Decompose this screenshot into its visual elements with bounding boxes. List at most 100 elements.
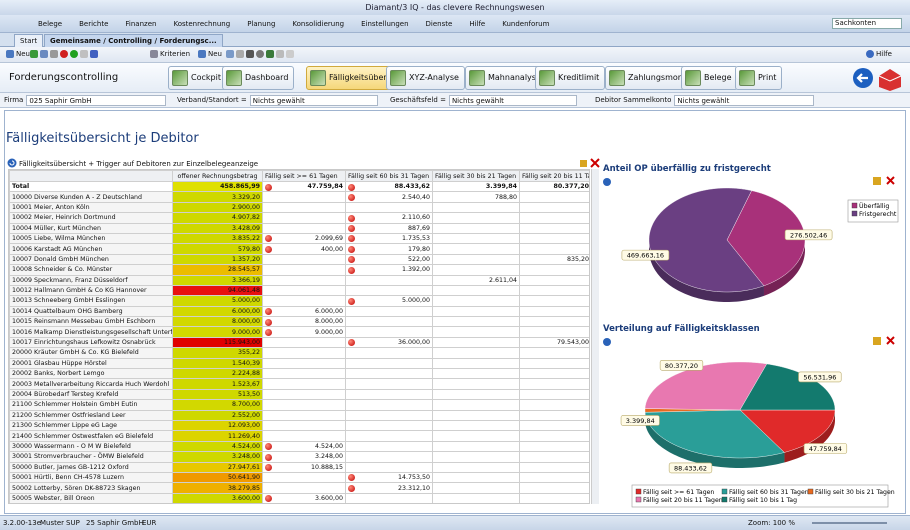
- menu-item[interactable]: Kostenrechnung: [173, 20, 231, 28]
- debtor-name[interactable]: 20001 Glasbau Hüppe Hörstel: [9, 357, 173, 370]
- chart-icon[interactable]: [873, 177, 881, 185]
- new2-button[interactable]: Neu: [198, 50, 222, 58]
- debtor-name[interactable]: 20000 Kräuter GmbH & Co. KG Bielefeld: [9, 347, 173, 359]
- filter-value[interactable]: Nichts gewählt: [674, 95, 815, 106]
- debtor-name[interactable]: 10002 Meier, Heinrich Dortmund: [9, 212, 173, 224]
- debtor-name[interactable]: 10008 Schneider & Co. Münster: [9, 264, 173, 276]
- table-row[interactable]: 50000 Butler, James GB-1212 Oxford 27.947…: [9, 461, 589, 473]
- debtor-name[interactable]: Total: [9, 180, 173, 193]
- chart-close[interactable]: [886, 336, 895, 345]
- debtor-name[interactable]: 10013 Schneeberg GmbH Esslingen: [9, 295, 173, 307]
- nav-button[interactable]: XYZ-Analyse: [386, 66, 465, 90]
- debtor-name[interactable]: 10004 Müller, Kurt München: [9, 222, 173, 234]
- chart-refresh[interactable]: [603, 338, 611, 346]
- filter-value[interactable]: Nichts gewählt: [249, 95, 378, 106]
- debtor-name[interactable]: 20002 Banks, Norbert Lemgo: [9, 368, 173, 380]
- filter-value[interactable]: 025 Saphir GmbH: [26, 95, 167, 106]
- table-row[interactable]: 30000 Wassermann - O M W Bielefeld 4.524,…: [9, 440, 589, 453]
- debtor-name[interactable]: 10017 Einrichtungshaus Lefkowitz Osnabrü…: [9, 336, 173, 349]
- menu-item[interactable]: Einstellungen: [361, 20, 409, 28]
- refresh-icon[interactable]: [7, 158, 18, 169]
- debtor-name[interactable]: 50001 Hürtli, Benn CH-4578 Luzern: [9, 471, 173, 484]
- menu-item[interactable]: Hilfe: [469, 20, 486, 28]
- debtor-name[interactable]: 30000 Wassermann - O M W Bielefeld: [9, 440, 173, 453]
- table-row[interactable]: 21400 Schlemmer Ostwestfalen eG Bielefel…: [9, 430, 589, 442]
- nav-button[interactable]: Cockpit: [168, 66, 227, 90]
- nav-button[interactable]: Print: [735, 66, 783, 90]
- table-row[interactable]: 10013 Schneeberg GmbH Esslingen 5.000,00 5…: [9, 295, 589, 307]
- table-row[interactable]: 10017 Einrichtungshaus Lefkowitz Osnabrü…: [9, 336, 589, 349]
- debtor-name[interactable]: 10007 Donald GmbH München: [9, 253, 173, 266]
- table-row[interactable]: 21200 Schlemmer Ostfriesland Leer 2.552,0…: [9, 409, 589, 422]
- help-button[interactable]: Hilfe: [866, 50, 892, 58]
- table-row[interactable]: 10016 Malkamp Dienstleistungsgesellschaf…: [9, 326, 589, 338]
- home-icon[interactable]: [879, 69, 901, 91]
- criteria-button[interactable]: Kriterien: [150, 50, 190, 58]
- menu-item[interactable]: Berichte: [79, 20, 109, 28]
- debtor-name[interactable]: 21300 Schlemmer Lippe eG Lage: [9, 419, 173, 432]
- chart-refresh[interactable]: [603, 178, 611, 186]
- chart-close[interactable]: [886, 176, 895, 185]
- table-row[interactable]: 10000 Diverse Kunden A - Z Deutschland 3.…: [9, 191, 589, 203]
- nav-button[interactable]: Mahnanalyse: [465, 66, 547, 90]
- scrollbar[interactable]: [591, 169, 599, 504]
- table-row[interactable]: 50001 Hürtli, Benn CH-4578 Luzern 50.641,…: [9, 471, 589, 484]
- table-row[interactable]: 20003 Metallverarbeitung Riccarda Huch W…: [9, 378, 589, 390]
- search-box[interactable]: Sachkonten: [832, 18, 902, 29]
- debtor-name[interactable]: 30001 Stromverbraucher - ÖMW Bielefeld: [9, 451, 173, 463]
- filter-value[interactable]: Nichts gewählt: [448, 95, 577, 106]
- debtor-name[interactable]: 21100 Schlemmer Holstein GmbH Eutin: [9, 399, 173, 411]
- table-row[interactable]: 10012 Hallmann GmbH & Co KG Hannover 94.0…: [9, 284, 589, 297]
- table-row[interactable]: 30001 Stromverbraucher - ÖMW Bielefeld 3.…: [9, 451, 589, 463]
- table-row[interactable]: 50002 Lotterby, Sören DK-88723 Skagen 38.…: [9, 482, 589, 494]
- table-row[interactable]: 10015 Reinsmann Messebau GmbH Eschborn 8.…: [9, 316, 589, 328]
- table-row[interactable]: 10004 Müller, Kurt München 3.428,09 887,69: [9, 222, 589, 234]
- debtor-name[interactable]: 10006 Karstadt AG München: [9, 243, 173, 255]
- menu-item[interactable]: Dienste: [425, 20, 453, 28]
- debtor-name[interactable]: 10001 Meier, Anton Köln: [9, 201, 173, 214]
- debtor-name[interactable]: 10012 Hallmann GmbH & Co KG Hannover: [9, 284, 173, 297]
- table-row[interactable]: 21300 Schlemmer Lippe eG Lage 12.093,00: [9, 419, 589, 432]
- debtor-name[interactable]: 50000 Butler, James GB-1212 Oxford: [9, 461, 173, 473]
- tab[interactable]: Start: [14, 34, 44, 47]
- debtor-name[interactable]: 10015 Reinsmann Messebau GmbH Eschborn: [9, 316, 173, 328]
- table-row[interactable]: 10005 Liebe, Wilma München 3.835,22 2.099,…: [9, 232, 589, 245]
- table-row[interactable]: 10007 Donald GmbH München 1.357,20 522,00 8…: [9, 253, 589, 266]
- debtor-name[interactable]: 10000 Diverse Kunden A - Z Deutschland: [9, 191, 173, 203]
- table-row[interactable]: Total 458.865,99 47.759,84 88.433,62 3.399,8…: [9, 180, 589, 193]
- menu-item[interactable]: Konsolidierung: [292, 20, 345, 28]
- table-row[interactable]: 10002 Meier, Heinrich Dortmund 4.907,82 2.…: [9, 212, 589, 224]
- nav-button[interactable]: Zahlungsmoral: [605, 66, 695, 90]
- table-row[interactable]: 10009 Speckmann, Franz Düsseldorf 3.366,1…: [9, 274, 589, 286]
- table-row[interactable]: 10001 Meier, Anton Köln 2.900,00: [9, 201, 589, 214]
- menu-item[interactable]: Kundenforum: [502, 20, 550, 28]
- debtor-name[interactable]: 10005 Liebe, Wilma München: [9, 232, 173, 245]
- zoom-slider[interactable]: [812, 522, 887, 524]
- tab[interactable]: Gemeinsame / Controlling / Forderungsc..…: [44, 34, 223, 47]
- new-button[interactable]: Neu: [6, 50, 30, 58]
- table-row[interactable]: 50005 Webster, Bill Oreon 3.600,00 3.600,0…: [9, 492, 589, 503]
- debtor-name[interactable]: 50005 Webster, Bill Oreon: [9, 492, 173, 503]
- nav-button[interactable]: Belege: [681, 66, 738, 90]
- table-row[interactable]: 10014 Quattelbaum OHG Bamberg 6.000,00 6.0…: [9, 305, 589, 318]
- debtor-name[interactable]: 10009 Speckmann, Franz Düsseldorf: [9, 274, 173, 286]
- debtor-name[interactable]: 21200 Schlemmer Ostfriesland Leer: [9, 409, 173, 422]
- debtor-name[interactable]: 20003 Metallverarbeitung Riccarda Huch W…: [9, 378, 173, 390]
- menu-item[interactable]: Finanzen: [125, 20, 157, 28]
- debtor-name[interactable]: 50002 Lotterby, Sören DK-88723 Skagen: [9, 482, 173, 494]
- debtor-name[interactable]: 21400 Schlemmer Ostwestfalen eG Bielefel…: [9, 430, 173, 442]
- table-row[interactable]: 10006 Karstadt AG München 579,80 400,00 179…: [9, 243, 589, 255]
- debtor-name[interactable]: 10014 Quattelbaum OHG Bamberg: [9, 305, 173, 318]
- menu-item[interactable]: Planung: [247, 20, 276, 28]
- table-row[interactable]: 20001 Glasbau Hüppe Hörstel 1.540,39: [9, 357, 589, 370]
- nav-button[interactable]: Dashboard: [222, 66, 295, 90]
- nav-button[interactable]: Kreditlimit: [535, 66, 606, 90]
- table-row[interactable]: 10008 Schneider & Co. Münster 28.545,57 1.…: [9, 264, 589, 276]
- table-row[interactable]: 20002 Banks, Norbert Lemgo 2.224,88: [9, 368, 589, 380]
- table-row[interactable]: 21100 Schlemmer Holstein GmbH Eutin 8.700…: [9, 399, 589, 411]
- menu-item[interactable]: Belege: [38, 20, 63, 28]
- debtor-name[interactable]: 20004 Bürobedarf Tersteg Krefeld: [9, 388, 173, 401]
- table-row[interactable]: 20004 Bürobedarf Tersteg Krefeld 513,50: [9, 388, 589, 401]
- chart-icon[interactable]: [873, 337, 881, 345]
- debtor-name[interactable]: 10016 Malkamp Dienstleistungsgesellschaf…: [9, 326, 173, 338]
